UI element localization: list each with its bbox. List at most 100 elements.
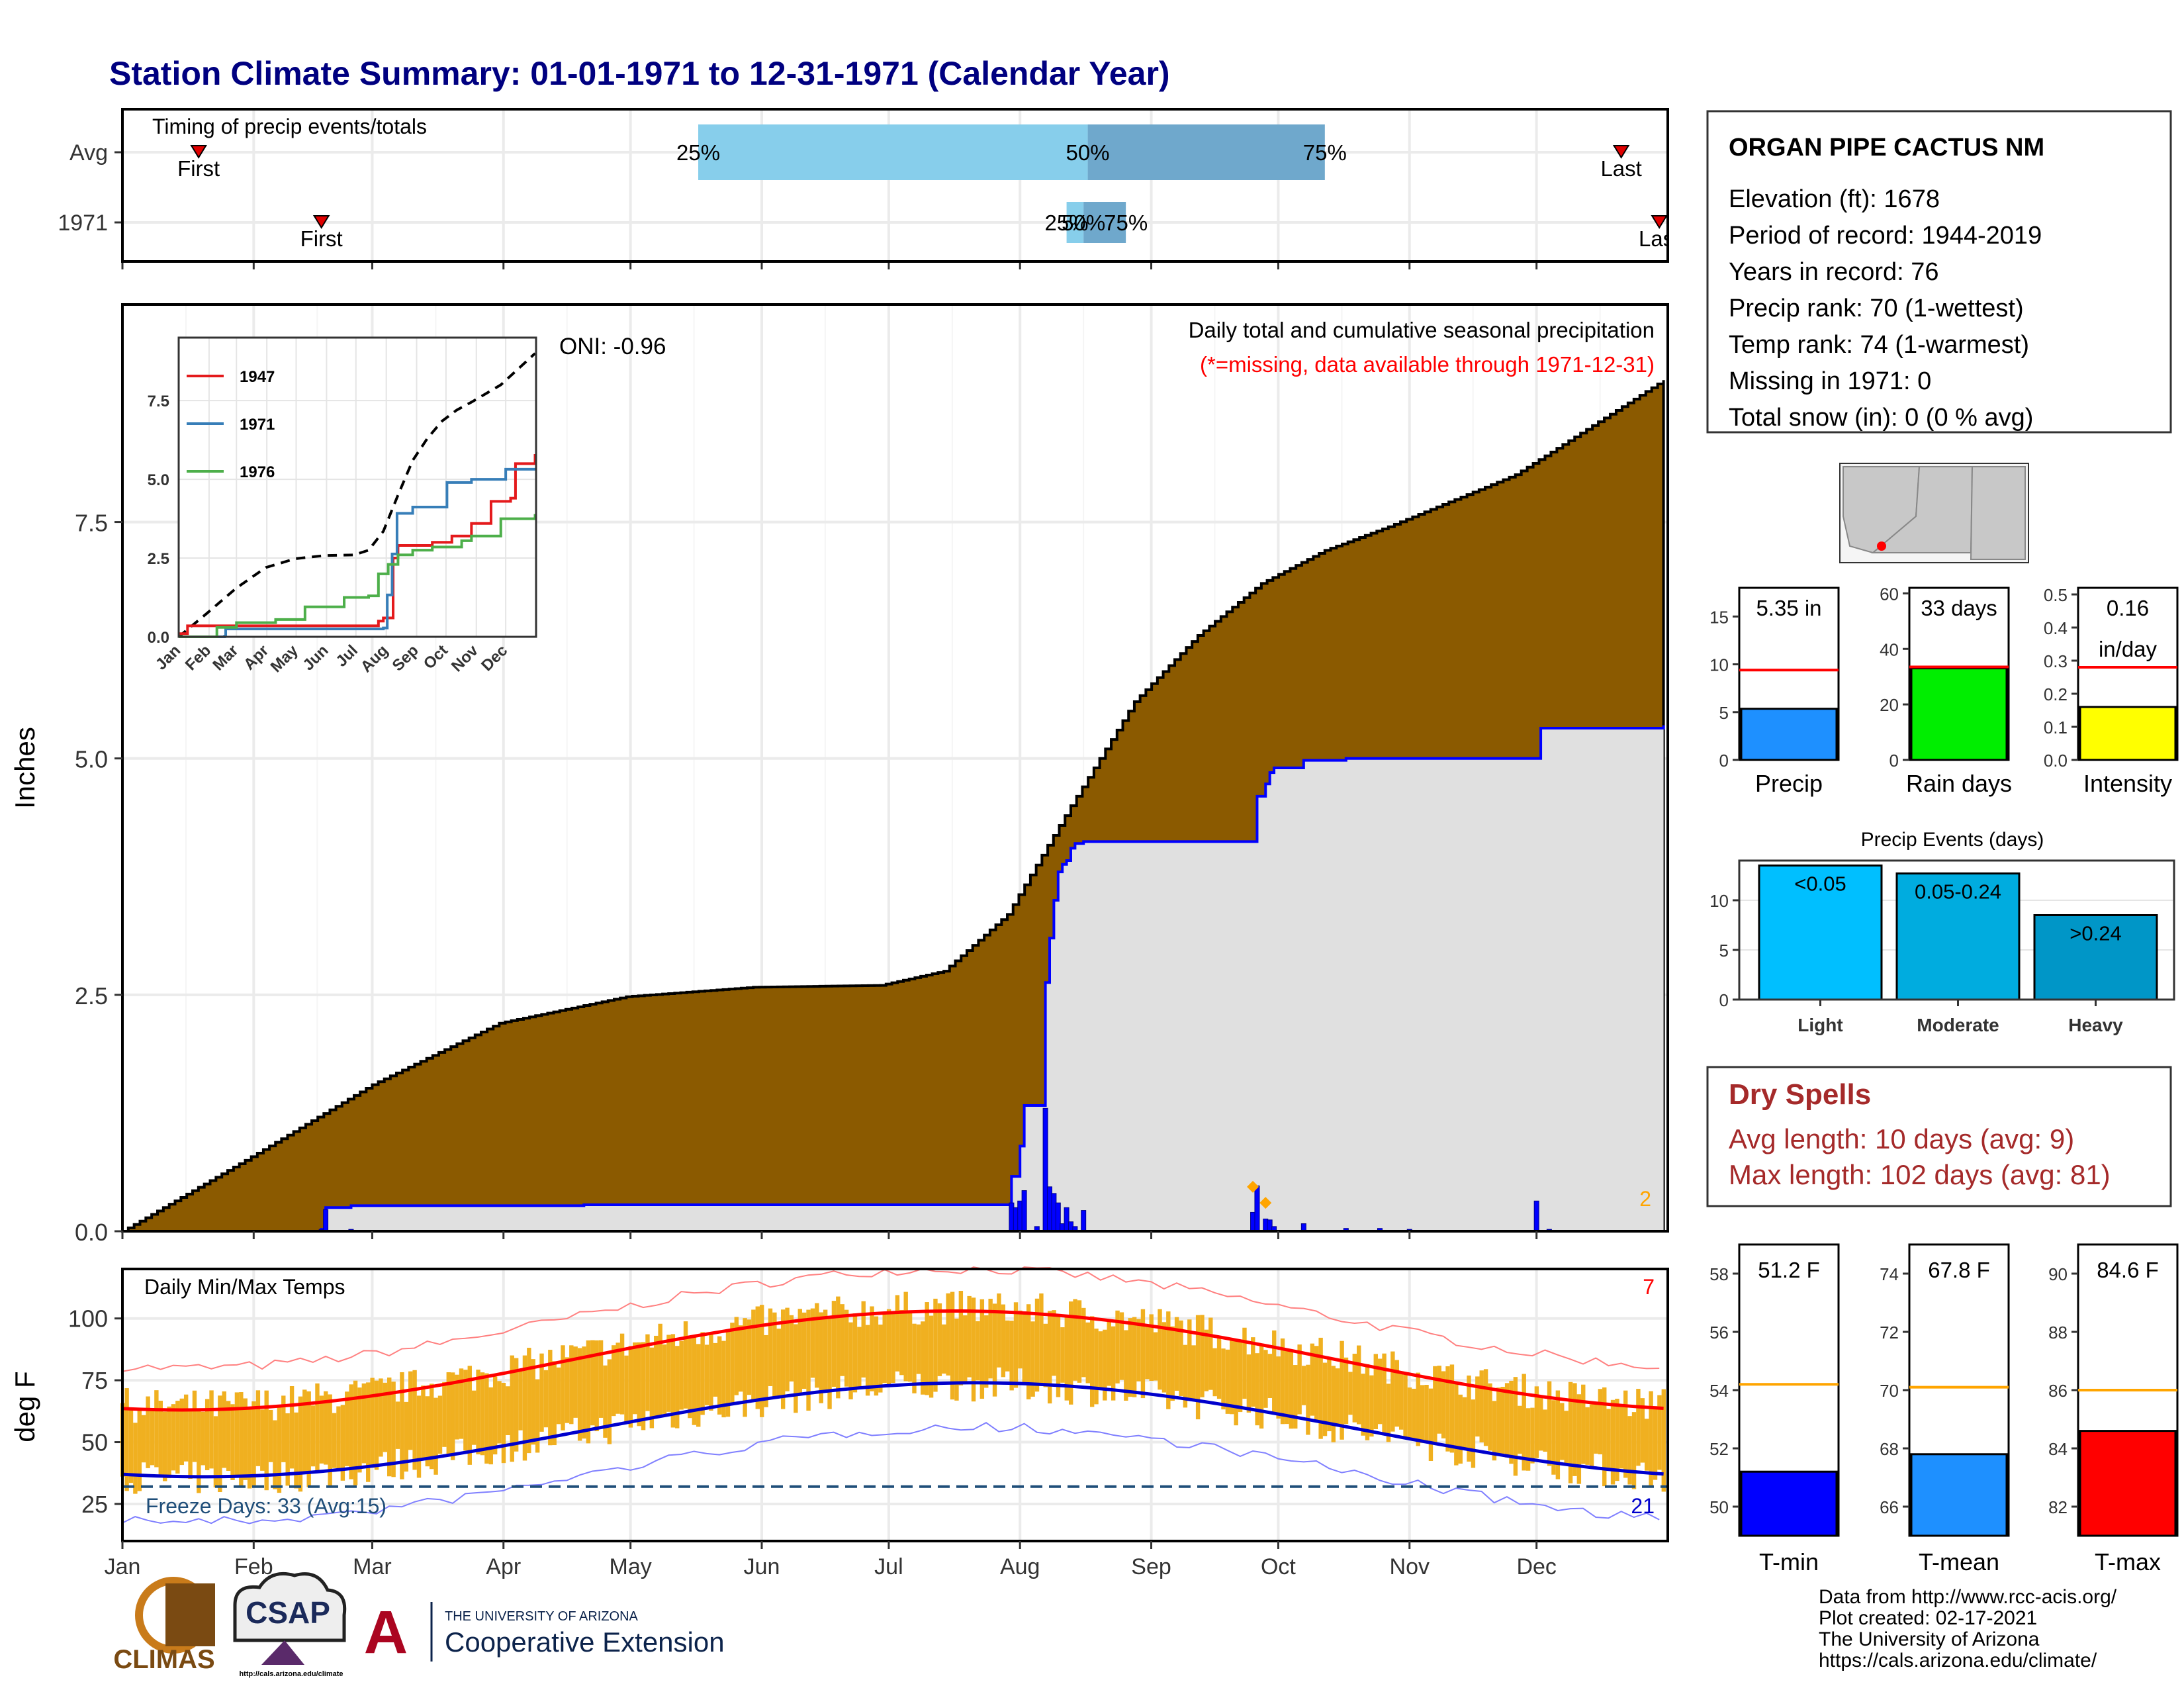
inset-legend-label: 1971 [240, 416, 275, 434]
daily-temp-bar [764, 1335, 768, 1407]
daily-temp-bar [1161, 1322, 1167, 1393]
daily-temp-bar [1428, 1388, 1433, 1462]
daily-temp-bar [1238, 1340, 1243, 1413]
daily-temp-bar [1602, 1387, 1607, 1487]
inset-ytick-label: 0.0 [148, 629, 169, 647]
daily-temp-bar [709, 1333, 713, 1411]
daily-temp-bar [1458, 1394, 1463, 1464]
ua-logo-bottom-text: Cooperative Extension [445, 1626, 725, 1658]
daily-temp-bar [950, 1291, 955, 1400]
daily-temp-bar [654, 1335, 659, 1417]
temp-panel: 25 50 75 100 Daily Min/Max Temps 7 Freeze Days… [9, 1266, 1669, 1579]
daily-temp-bar [1289, 1350, 1294, 1429]
timing-pct-label: 75% [1303, 140, 1347, 165]
daily-temp-bar [1336, 1368, 1340, 1427]
precip-ytick-label: 0.0 [75, 1219, 108, 1246]
daily-temp-bar [954, 1318, 959, 1401]
daily-temp-bar [827, 1315, 832, 1409]
daily-temp-bar [794, 1324, 798, 1413]
daily-temp-bar [1280, 1338, 1285, 1425]
daily-temp-bar [1153, 1332, 1158, 1381]
daily-temp-bar [1416, 1372, 1420, 1446]
events-bar-label: Heavy [2068, 1015, 2123, 1035]
summary-bar-value-label: 5.35 in [1756, 596, 1821, 620]
daily-temp-bar [967, 1295, 972, 1378]
daily-temp-bar [1174, 1317, 1179, 1391]
temp-bar-ytick-label: 56 [1709, 1323, 1729, 1342]
daily-temp-bar [721, 1340, 726, 1418]
station-location-marker [1877, 541, 1886, 551]
daily-temp-bar [1052, 1310, 1056, 1376]
daily-temp-bar [1572, 1383, 1577, 1476]
daily-temp-bar [1636, 1389, 1641, 1466]
daily-temp-bar [1322, 1362, 1328, 1436]
daily-temp-bar [1195, 1315, 1201, 1420]
temp-bar-value-label: 51.2 F [1758, 1258, 1820, 1282]
daily-temp-bar [328, 1394, 332, 1487]
daily-temp-bar [751, 1309, 756, 1400]
daily-temp-bar [1183, 1344, 1188, 1408]
daily-temp-bar [319, 1395, 324, 1464]
daily-temp-bar [522, 1355, 527, 1461]
summary-bar-ytick-label: 0.5 [2044, 585, 2068, 605]
daily-temp-bar [1551, 1400, 1556, 1475]
climas-logo-text: CLIMAS [113, 1645, 214, 1674]
events-bar [1895, 872, 2021, 1001]
daily-temp-bar [556, 1367, 561, 1425]
daily-temp-bar [992, 1303, 997, 1397]
record-low-line [122, 1422, 1660, 1524]
daily-temp-bar [268, 1409, 273, 1462]
daily-temp-bar [1314, 1346, 1319, 1421]
timing-event-marker [1612, 145, 1630, 159]
daily-temp-bar [501, 1383, 506, 1464]
daily-temp-bar [1589, 1404, 1594, 1469]
precip-panel: 0.0 2.5 5.0 7.5 Inches Daily total and cumula… [9, 303, 1669, 1246]
csap-logo-text: CSAP [246, 1595, 330, 1630]
precip-ytick-label: 2.5 [75, 982, 108, 1009]
daily-temp-bar [1479, 1370, 1484, 1442]
daily-temp-bar [759, 1305, 764, 1417]
month-label: Feb [234, 1554, 273, 1579]
daily-temp-bar [1386, 1383, 1391, 1442]
inset-legend-label: 1976 [240, 463, 275, 481]
summary-bar-ytick-label: 0 [1889, 751, 1899, 771]
daily-temp-bar [1373, 1354, 1378, 1430]
daily-temp-bar [1068, 1301, 1073, 1405]
temp-bar-value [1740, 1470, 1838, 1537]
dry-spells-frame [1706, 1066, 2172, 1207]
precip-annotation-missing: (*=missing, data available through 1971-… [1200, 352, 1655, 377]
daily-temp-bar [391, 1382, 396, 1477]
daily-temp-bar [1653, 1406, 1658, 1480]
month-label: May [610, 1554, 652, 1579]
daily-temp-bar [1340, 1340, 1344, 1440]
daily-temp-bar [1103, 1329, 1107, 1401]
daily-temp-bar [891, 1311, 895, 1383]
csap-cloud-icon [233, 1571, 347, 1642]
daily-temp-bar [1306, 1364, 1310, 1435]
daily-temp-bar [1089, 1316, 1095, 1407]
daily-temp-bar [480, 1372, 485, 1456]
daily-temp-bar [141, 1415, 146, 1463]
events-bar-range: <0.05 [1794, 872, 1846, 896]
daily-temp-bar [903, 1291, 908, 1382]
daily-temp-bar [1301, 1366, 1306, 1405]
station-info-line: Missing in 1971: 0 [1729, 367, 1931, 395]
daily-temp-bar [1483, 1369, 1488, 1446]
daily-temp-bar [437, 1395, 443, 1454]
daily-temp-bar [1179, 1320, 1183, 1396]
daily-precip-bar [1021, 1190, 1027, 1232]
daily-temp-bar [1581, 1384, 1586, 1464]
daily-temp-bar [1619, 1405, 1624, 1469]
daily-temp-bar [633, 1342, 637, 1415]
daily-temp-bar [209, 1390, 214, 1469]
daily-temp-bar [357, 1387, 362, 1473]
daily-temp-bar [336, 1406, 341, 1469]
daily-temp-bar [294, 1412, 298, 1489]
timing-pct-label: 50% [1062, 211, 1105, 235]
daily-temp-bar [379, 1378, 383, 1457]
temp-bar-ytick-label: 90 [2048, 1264, 2068, 1284]
temp-bar-ytick-label: 72 [1880, 1323, 1899, 1342]
daily-temp-bar [213, 1416, 218, 1488]
daily-temp-bar [852, 1313, 858, 1393]
